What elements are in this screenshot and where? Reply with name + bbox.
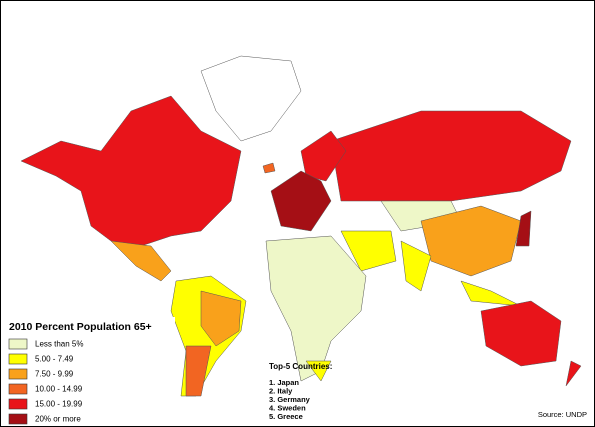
china [420, 205, 522, 277]
argentina [185, 345, 212, 397]
south-africa [305, 360, 332, 382]
africa [265, 235, 367, 382]
legend-swatch [8, 338, 28, 350]
australia [480, 300, 562, 367]
top5-item: 3. Germany [269, 395, 311, 404]
top5-item: 2. Italy [269, 386, 293, 395]
legend-label: 5.00 - 7.49 [35, 355, 74, 364]
legend-label: 10.00 - 14.99 [35, 385, 83, 394]
greenland [200, 55, 302, 142]
legend-swatch [8, 413, 28, 425]
mexico [110, 240, 172, 282]
legend-label: 7.50 - 9.99 [35, 370, 74, 379]
legend-swatch [8, 353, 28, 365]
scandinavia [300, 130, 347, 182]
legend-label: 15.00 - 19.99 [35, 400, 83, 409]
legend-swatch [8, 368, 28, 380]
japan [515, 210, 532, 247]
top5-item: 1. Japan [269, 378, 299, 387]
countries [20, 55, 582, 397]
russia [330, 110, 572, 202]
southeast-asia [460, 280, 522, 307]
top5-item: 5. Greece [269, 412, 303, 421]
india [400, 240, 432, 292]
brazil [200, 290, 242, 347]
legend-title: 2010 Percent Population 65+ [9, 321, 152, 333]
top5-title: Top-5 Countries: [269, 362, 332, 371]
legend-swatch [8, 398, 28, 410]
europe [270, 170, 332, 232]
iceland [262, 162, 276, 174]
top5-item: 4. Sweden [269, 403, 306, 412]
legend-label: 20% or more [35, 415, 81, 424]
source: Source: UNDP [538, 410, 587, 419]
north-america [20, 95, 242, 247]
legend-swatch [8, 383, 28, 395]
legend-label: Less than 5% [35, 340, 83, 349]
middle-east [340, 230, 397, 272]
legend-box [5, 317, 175, 421]
new-zealand [565, 360, 582, 387]
legend: Less than 5% 5.00 - 7.49 7.50 - 9.99 10.00 … [8, 338, 83, 425]
